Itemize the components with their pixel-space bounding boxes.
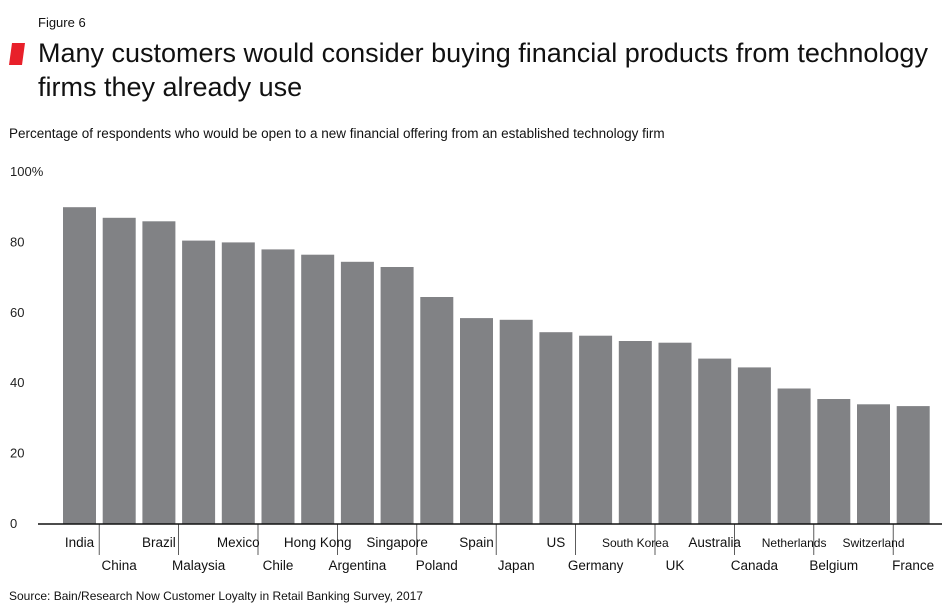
- bar-china: [102, 217, 136, 525]
- x-tick-label: Malaysia: [172, 558, 226, 573]
- x-tick-label: Mexico: [217, 535, 260, 550]
- bar-belgium: [817, 399, 851, 524]
- y-tick-label: 60: [10, 305, 24, 320]
- bar-singapore: [380, 267, 414, 524]
- bar-germany: [579, 335, 613, 524]
- bar-france: [896, 406, 930, 524]
- source-note: Source: Bain/Research Now Customer Loyal…: [9, 589, 423, 603]
- bar-netherlands: [777, 388, 811, 524]
- x-tick-label: Germany: [568, 558, 624, 573]
- x-tick-label: France: [892, 558, 934, 573]
- bar-spain: [460, 318, 493, 524]
- x-tick-label: Canada: [731, 558, 779, 573]
- x-tick-label: Spain: [459, 535, 494, 550]
- chart-title: Many customers would consider buying fin…: [38, 38, 928, 102]
- bar-canada: [737, 367, 771, 524]
- x-tick-label: UK: [666, 558, 685, 573]
- bar-switzerland: [857, 404, 890, 524]
- bar-hong-kong: [301, 254, 335, 524]
- bar-australia: [698, 358, 732, 524]
- bar-india: [63, 207, 96, 524]
- title-accent-mark: [9, 43, 25, 65]
- y-tick-label: 20: [10, 446, 24, 461]
- bar-south-korea: [618, 341, 652, 524]
- x-tick-label: Belgium: [809, 558, 858, 573]
- x-tick-label: Argentina: [329, 558, 387, 573]
- bar-brazil: [142, 221, 176, 525]
- bar-uk: [658, 342, 692, 524]
- bar-chile: [261, 249, 295, 524]
- x-tick-label: Singapore: [366, 535, 428, 550]
- x-tick-label: Japan: [498, 558, 535, 573]
- x-axis-dividers: [98, 524, 894, 555]
- x-tick-label: Switzerland: [842, 536, 904, 550]
- bars: [63, 207, 930, 525]
- x-tick-label: India: [65, 535, 95, 550]
- x-tick-label: China: [102, 558, 138, 573]
- y-tick-label: 0: [10, 516, 17, 531]
- y-tick-label: 40: [10, 375, 24, 390]
- x-tick-label: Brazil: [142, 535, 176, 550]
- y-tick-label: 80: [10, 234, 24, 249]
- figure-label: Figure 6: [38, 15, 86, 30]
- x-tick-label: US: [547, 535, 566, 550]
- x-tick-label: Poland: [416, 558, 458, 573]
- y-axis-ticks: 0 20 40 60 80 100%: [10, 164, 44, 531]
- x-tick-label: Chile: [263, 558, 294, 573]
- x-tick-label: Australia: [688, 535, 741, 550]
- bar-japan: [499, 319, 533, 524]
- bar-argentina: [340, 261, 374, 524]
- x-tick-label: Hong Kong: [284, 535, 352, 550]
- bar-malaysia: [182, 240, 216, 524]
- chart-subtitle: Percentage of respondents who would be o…: [9, 126, 665, 141]
- bar-poland: [420, 297, 454, 524]
- x-tick-label: South Korea: [602, 536, 669, 550]
- bar-us: [539, 332, 573, 524]
- y-tick-label: 100%: [10, 164, 44, 179]
- bar-mexico: [221, 242, 255, 524]
- x-tick-label: Netherlands: [762, 536, 827, 550]
